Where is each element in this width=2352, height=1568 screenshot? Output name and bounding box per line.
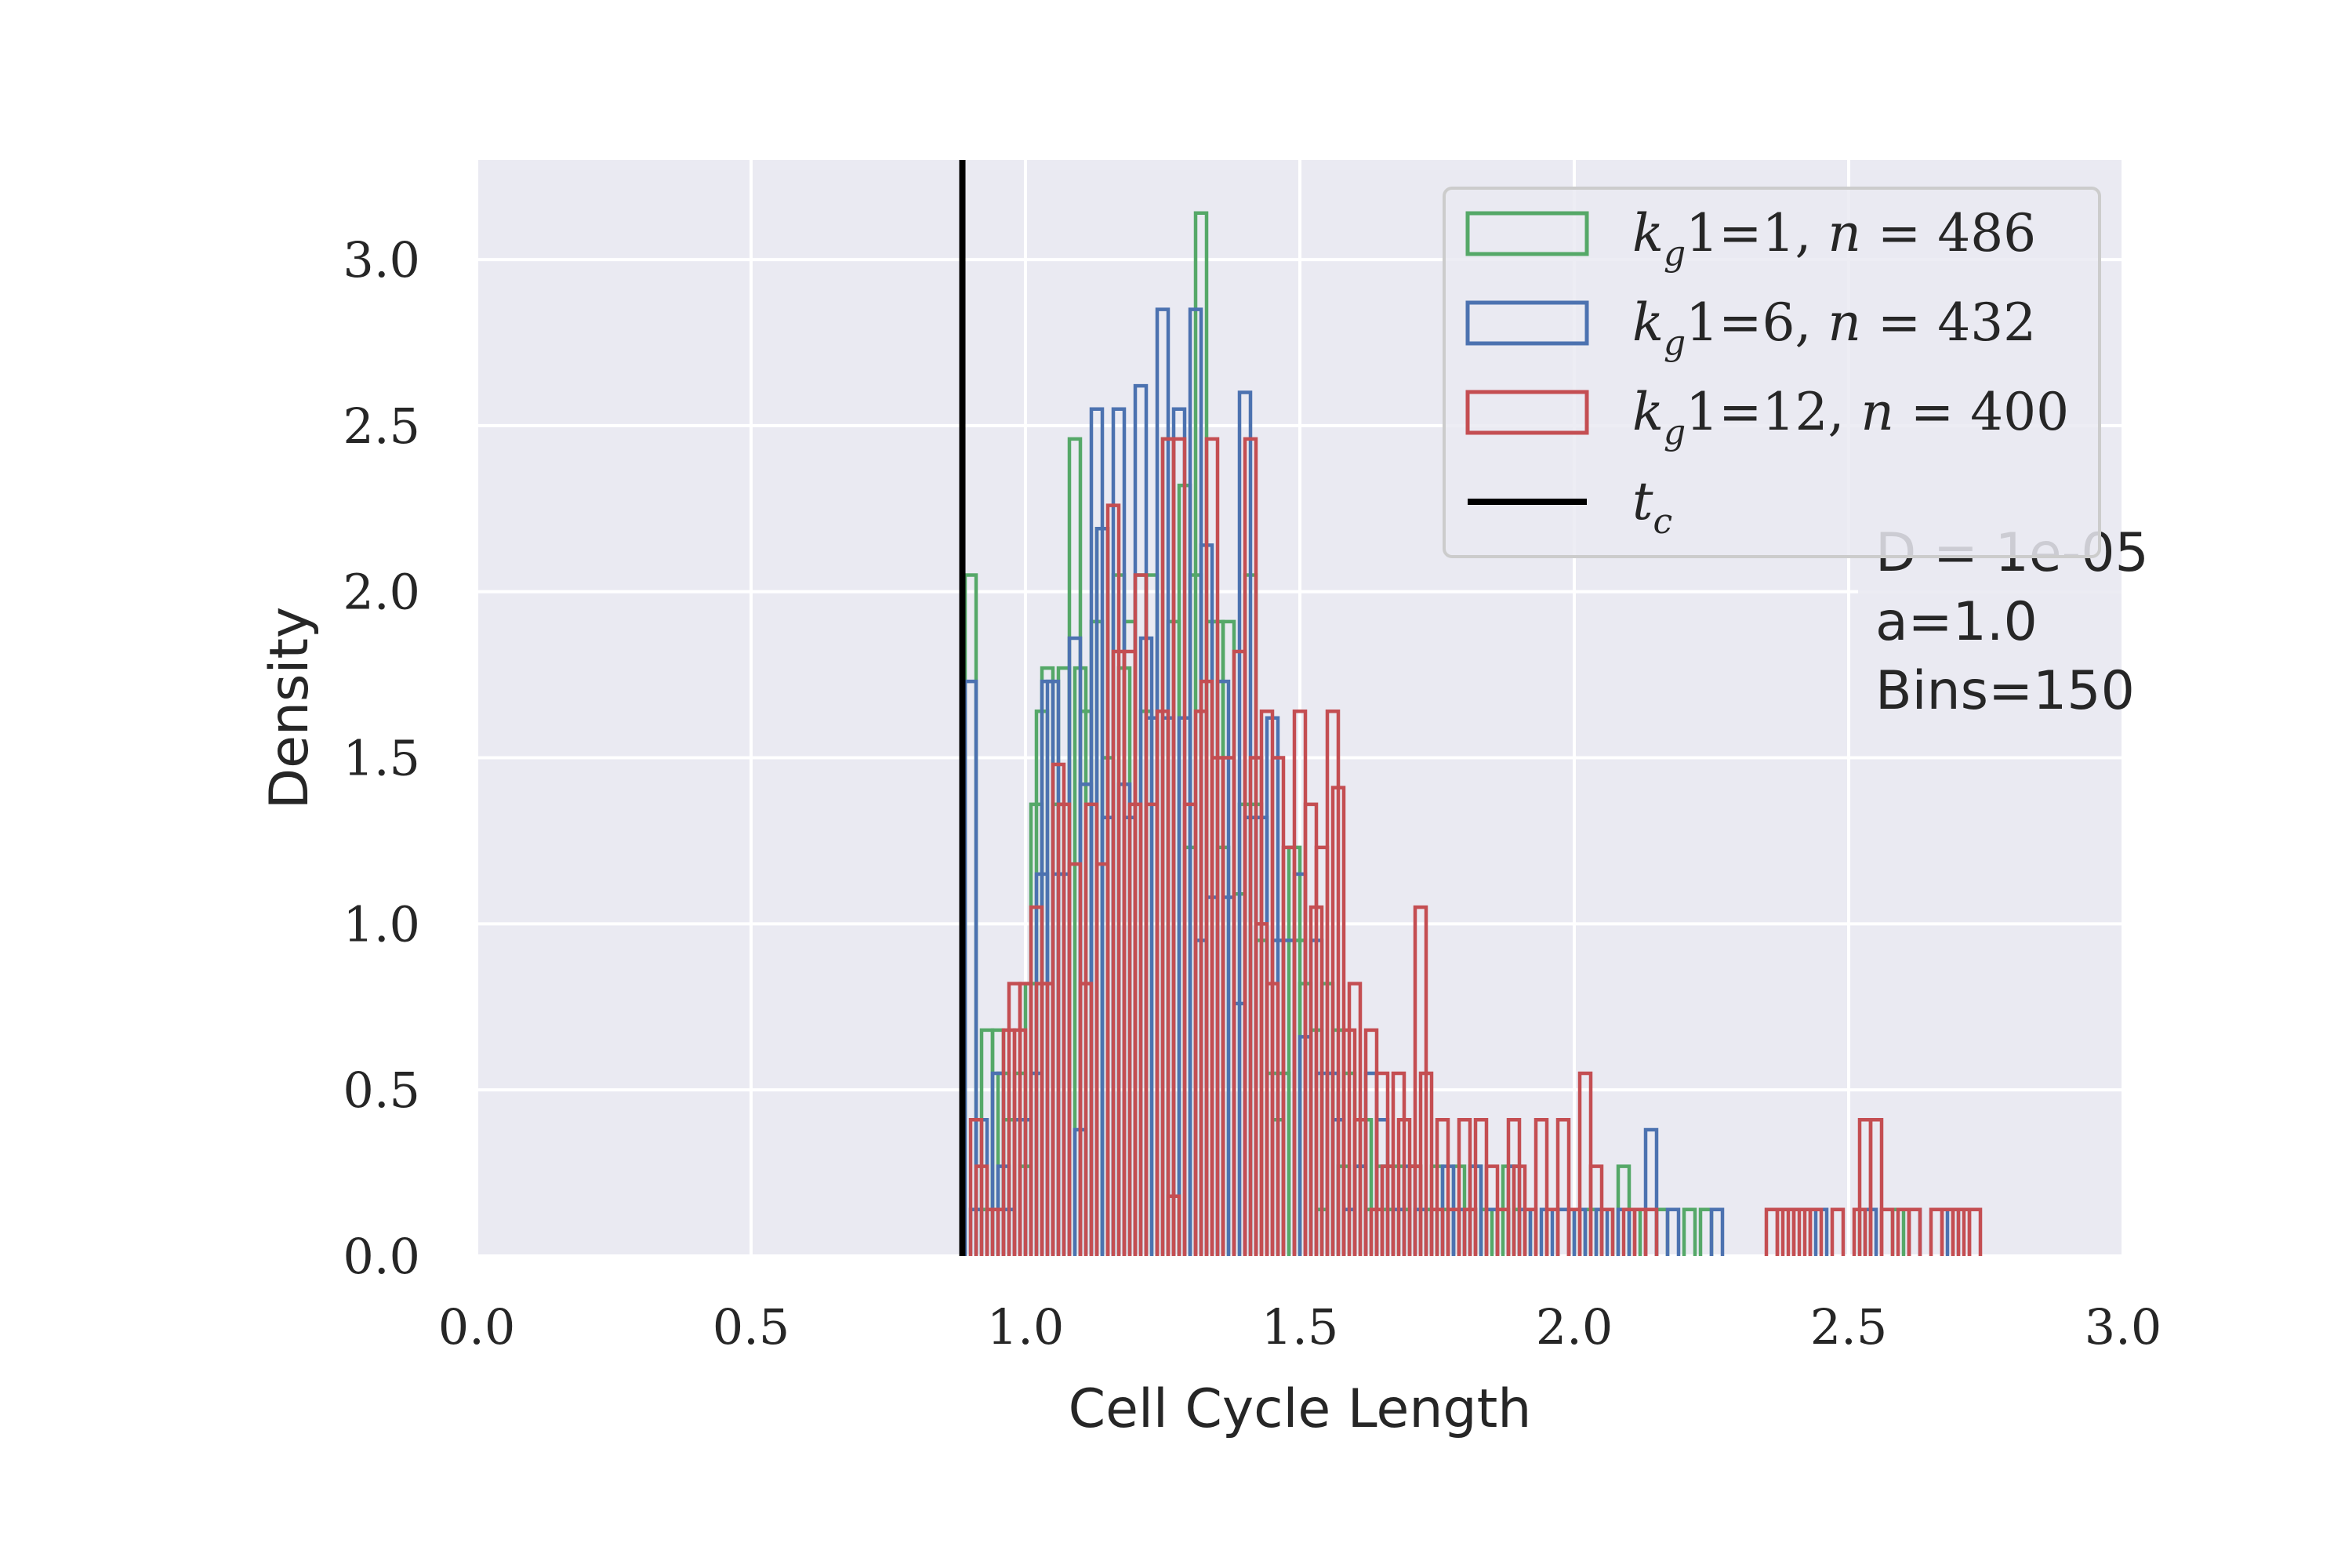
x-tick-label: 0.5: [713, 1298, 790, 1356]
legend: kg1=1, n = 486 kg1=6, n = 432 kg1=12, n = …: [1443, 187, 2101, 558]
histogram-bin: [1243, 437, 1258, 1256]
histogram-bin: [1665, 1207, 1681, 1256]
histogram-bin: [1967, 1207, 1983, 1256]
histogram-bin: [1391, 1071, 1406, 1256]
y-tick-labels: 0.0 0.5 1.0 1.5 2.0 2.5 3.0: [343, 231, 420, 1285]
histogram-bin: [1534, 1118, 1549, 1256]
histogram-bin: [1105, 503, 1121, 1256]
x-tick-label: 0.0: [438, 1298, 516, 1356]
histogram-bin: [1599, 1207, 1615, 1256]
legend-swatch: [1465, 300, 1589, 346]
histogram-series: [963, 211, 1983, 1256]
histogram-bin: [1868, 1118, 1884, 1256]
legend-swatch: [1465, 390, 1589, 435]
y-axis-label: Density: [259, 607, 321, 810]
x-tick-label: 1.5: [1261, 1298, 1339, 1356]
histogram-bin: [1457, 1118, 1472, 1256]
histogram-bin: [1413, 905, 1428, 1256]
histogram-bin: [1418, 1071, 1434, 1256]
y-tick-label: 1.5: [343, 730, 420, 787]
x-tick-label: 2.5: [1810, 1298, 1888, 1356]
series-3: [968, 437, 1983, 1256]
y-tick-label: 1.0: [343, 895, 420, 953]
histogram-bin: [1204, 437, 1220, 1256]
histogram-bin: [1435, 1118, 1450, 1256]
y-tick-label: 2.5: [343, 397, 420, 455]
histogram-bin: [1907, 1207, 1922, 1256]
histogram-bin: [1330, 786, 1346, 1256]
histogram-bin: [1643, 1127, 1659, 1256]
x-tick-label: 1.0: [987, 1298, 1065, 1356]
x-tick-label: 2.0: [1536, 1298, 1613, 1356]
y-tick-label: 3.0: [343, 231, 420, 289]
y-tick-label: 2.0: [343, 564, 420, 621]
histogram-bin: [1682, 1207, 1697, 1256]
histogram-bin: [1879, 1207, 1895, 1256]
y-tick-label: 0.5: [343, 1062, 420, 1119]
x-tick-labels: 0.0 0.5 1.0 1.5 2.0 2.5 3.0: [438, 1298, 2162, 1356]
histogram-bin: [1808, 1207, 1824, 1256]
annotation-line: Bins=150: [1875, 660, 2135, 722]
legend-label-tc: tc: [1632, 471, 1672, 542]
legend-box: [1443, 187, 2101, 558]
x-tick-label: 3.0: [2085, 1298, 2162, 1356]
legend-label: kg1=6, n = 432: [1632, 292, 2036, 363]
annotation-line: a=1.0: [1875, 591, 2038, 653]
histogram-bin: [1555, 1118, 1571, 1256]
histogram-bin: [1830, 1207, 1846, 1256]
histogram-bin: [1709, 1207, 1725, 1256]
histogram-bin: [1325, 709, 1341, 1256]
legend-swatch: [1465, 211, 1589, 256]
y-tick-label: 0.0: [343, 1228, 420, 1285]
legend-label: kg1=1, n = 486: [1632, 203, 2036, 274]
x-axis-label: Cell Cycle Length: [1069, 1378, 1532, 1440]
histogram-bin: [1051, 762, 1066, 1256]
legend-label: kg1=12, n = 400: [1632, 382, 2069, 452]
histogram-bin: [968, 1118, 984, 1256]
histogram-bin: [1506, 1118, 1522, 1256]
histogram-bin: [1643, 1207, 1659, 1256]
